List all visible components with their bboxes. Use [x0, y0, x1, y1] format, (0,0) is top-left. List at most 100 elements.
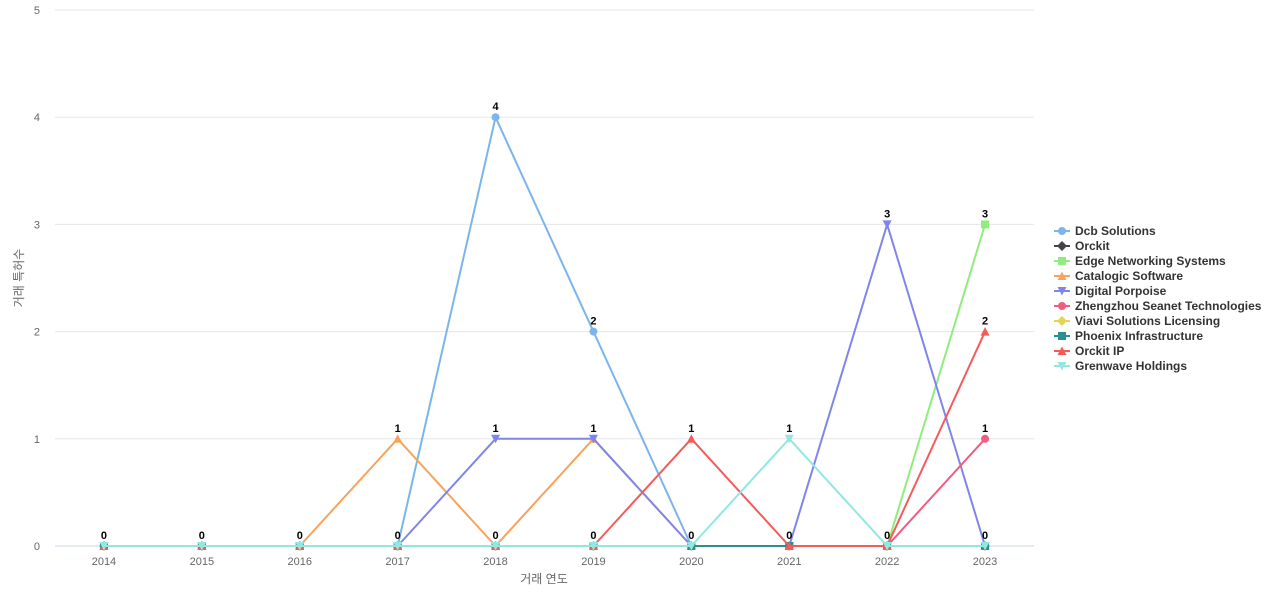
data-point: [882, 220, 892, 229]
data-point: [882, 542, 892, 551]
legend-label: Edge Networking Systems: [1075, 254, 1226, 268]
data-label: 2: [590, 316, 596, 328]
data-label: 1: [786, 423, 792, 435]
series-layer: [98, 113, 991, 551]
x-tick-label: 2020: [679, 556, 703, 568]
data-point: [686, 434, 696, 443]
data-point: [295, 542, 305, 551]
legend-symbol: [1057, 346, 1067, 355]
data-label: 0: [395, 530, 401, 542]
data-point: [588, 434, 598, 444]
data-label: 0: [297, 530, 303, 542]
legend-symbol: [1058, 332, 1066, 340]
legend-item[interactable]: Viavi Solutions Licensing: [1054, 314, 1220, 328]
series-grenwave-holdings: [99, 434, 990, 551]
y-tick-label: 3: [34, 219, 40, 231]
data-label: 1: [688, 423, 694, 435]
x-tick-label: 2018: [483, 556, 507, 568]
legend-label: Viavi Solutions Licensing: [1075, 314, 1220, 328]
data-label: 0: [982, 530, 988, 542]
data-label: 3: [982, 208, 988, 220]
series-catalogic-software: [99, 434, 990, 550]
series-edge-networking-systems: [99, 220, 990, 550]
data-label: 0: [786, 530, 792, 542]
legend-symbol: [1057, 287, 1067, 296]
y-tick-label: 5: [34, 5, 40, 17]
data-labels: 0 0 0 0 1 4 1 0 2 1 0 1 0 1 0 3 0 3 2 1 0: [101, 101, 988, 542]
series-line: [103, 437, 986, 547]
data-label: 0: [590, 530, 596, 542]
data-point: [491, 434, 501, 444]
data-label: 1: [395, 423, 401, 435]
legend-item[interactable]: Edge Networking Systems: [1054, 254, 1226, 268]
legend-label: Phoenix Infrastructure: [1075, 329, 1203, 343]
x-tick-label: 2016: [288, 556, 312, 568]
series-line: [103, 437, 986, 547]
data-point: [784, 541, 794, 550]
x-tick-label: 2023: [973, 556, 997, 568]
x-tick-label: 2019: [581, 556, 605, 568]
x-tick-label: 2021: [777, 556, 801, 568]
data-point: [686, 542, 696, 551]
y-axis-title: 거래 특허수: [12, 249, 26, 308]
x-axis-ticks: 2014 2015 2016 2017 2018 2019 2020 2021 2022 2023: [92, 556, 998, 568]
x-tick-label: 2017: [385, 556, 409, 568]
series-line: [103, 223, 987, 547]
y-tick-label: 0: [34, 541, 40, 553]
legend-symbol: [1058, 302, 1066, 310]
data-point: [980, 327, 990, 336]
data-point: [981, 220, 990, 229]
data-point: [491, 542, 501, 551]
data-label: 1: [982, 423, 988, 435]
data-point: [197, 542, 207, 551]
legend-item[interactable]: Phoenix Infrastructure: [1054, 329, 1203, 343]
x-tick-label: 2014: [92, 556, 116, 568]
legend-item[interactable]: Dcb Solutions: [1054, 224, 1156, 238]
legend-label: Orckit: [1075, 239, 1110, 253]
y-tick-label: 4: [34, 112, 40, 124]
data-label: 0: [688, 530, 694, 542]
x-axis-title: 거래 연도: [520, 572, 568, 586]
data-point: [491, 113, 500, 122]
data-label: 0: [492, 530, 498, 542]
data-label: 0: [884, 530, 890, 542]
y-axis-ticks: 0 1 2 3 4 5: [34, 5, 40, 553]
data-label: 4: [492, 101, 499, 113]
data-label: 0: [101, 530, 107, 542]
legend-symbol: [1057, 362, 1067, 371]
data-label: 0: [199, 530, 205, 542]
data-label: 3: [884, 208, 890, 220]
legend-label: Orckit IP: [1075, 344, 1124, 358]
legend-item[interactable]: Orckit IP: [1054, 344, 1124, 358]
data-label: 1: [492, 423, 498, 435]
data-label: 1: [590, 423, 596, 435]
legend-label: Digital Porpoise: [1075, 284, 1167, 298]
grid-lines: [55, 9, 1034, 547]
legend-symbol: [1058, 227, 1066, 235]
legend-label: Zhengzhou Seanet Technologies: [1075, 299, 1262, 313]
data-label: 2: [982, 316, 988, 328]
series-digital-porpoise: [99, 220, 990, 551]
x-tick-label: 2022: [875, 556, 899, 568]
legend-label: Grenwave Holdings: [1075, 359, 1187, 373]
legend-label: Catalogic Software: [1075, 269, 1183, 283]
series-line: [103, 224, 987, 547]
legend-symbol: [1058, 257, 1066, 265]
data-point: [980, 542, 990, 551]
legend-item[interactable]: Grenwave Holdings: [1054, 359, 1187, 373]
legend-item[interactable]: Digital Porpoise: [1054, 284, 1167, 298]
legend-symbol: [1057, 316, 1067, 326]
y-tick-label: 1: [34, 434, 40, 446]
legend-item[interactable]: Orckit: [1054, 239, 1110, 253]
legend-symbol: [1057, 241, 1067, 251]
legend-symbol: [1057, 271, 1067, 280]
data-point: [393, 434, 403, 443]
legend-item[interactable]: Zhengzhou Seanet Technologies: [1054, 299, 1262, 313]
data-point: [99, 542, 109, 551]
data-point: [589, 327, 598, 336]
legend-label: Dcb Solutions: [1075, 224, 1156, 238]
legend-item[interactable]: Catalogic Software: [1054, 269, 1183, 283]
x-tick-label: 2015: [190, 556, 214, 568]
data-point: [981, 434, 990, 443]
